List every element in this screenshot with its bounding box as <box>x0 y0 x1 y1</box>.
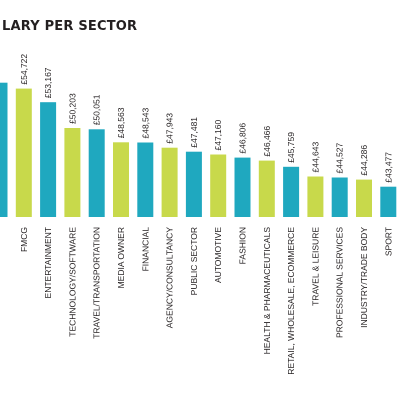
category-label: PROFESSIONAL SERVICES <box>335 227 345 338</box>
value-label: £50,203 <box>67 93 77 124</box>
bar-0 <box>0 82 8 217</box>
category-label: SPORT <box>383 227 393 256</box>
category-label: FINANCIAL <box>140 227 150 272</box>
value-label: £50,051 <box>92 94 102 125</box>
value-label: £45,759 <box>286 132 296 163</box>
bar-12 <box>283 166 300 217</box>
bar-13 <box>307 176 324 217</box>
value-label: £47,943 <box>165 113 175 144</box>
category-label: MEDIA OWNER <box>116 227 126 288</box>
category-label: INDUSTRY/TRADE BODY <box>359 227 369 328</box>
category-label: ENTERTAINMENT <box>43 227 53 298</box>
bar-11 <box>258 160 275 217</box>
category-label: TRAVEL/TRANSPORTATION <box>92 227 102 339</box>
bar-3 <box>64 128 81 217</box>
category-label: AUTOMOTIVE <box>213 227 223 283</box>
value-label: £44,286 <box>359 145 369 176</box>
value-label: £44,643 <box>310 142 320 173</box>
bar-7 <box>161 147 178 217</box>
bar-16 <box>380 186 397 217</box>
chart-title: LARY PER SECTOR <box>2 19 138 34</box>
bar-10 <box>234 157 251 217</box>
value-label: £48,543 <box>140 108 150 139</box>
value-label: £47,481 <box>189 117 199 148</box>
category-label: RETAIL, WHOLESALE, ECOMMERCE <box>286 227 296 375</box>
category-label: HEALTH & PHARMACEUTICALS <box>262 227 272 355</box>
value-label: £53,167 <box>43 67 53 98</box>
value-label: £46,806 <box>238 123 248 154</box>
bar-4 <box>88 129 105 217</box>
value-label: £54,722 <box>19 54 29 85</box>
bar-5 <box>113 142 129 217</box>
category-label: FMCG <box>19 227 29 252</box>
bar-1 <box>15 88 32 217</box>
value-label: £47,160 <box>213 120 223 151</box>
value-label: £48,563 <box>116 107 126 138</box>
category-label: TRAVEL & LEISURE <box>310 227 320 306</box>
value-label: £43,477 <box>383 152 393 183</box>
bar-6 <box>137 142 154 217</box>
bar-14 <box>331 177 348 217</box>
category-label: TECHNOLOGY/SOFTWARE <box>67 227 77 337</box>
bar-8 <box>185 151 202 217</box>
category-label: PUBLIC SECTOR <box>189 227 199 295</box>
bar-9 <box>210 154 227 217</box>
bar-2 <box>40 102 57 217</box>
value-label: £46,466 <box>262 126 272 157</box>
value-label: £44,527 <box>335 143 345 174</box>
category-label: AGENCY/CONSULTANCY <box>165 227 175 329</box>
bar-15 <box>356 179 372 217</box>
category-label: FASHION <box>238 227 248 264</box>
